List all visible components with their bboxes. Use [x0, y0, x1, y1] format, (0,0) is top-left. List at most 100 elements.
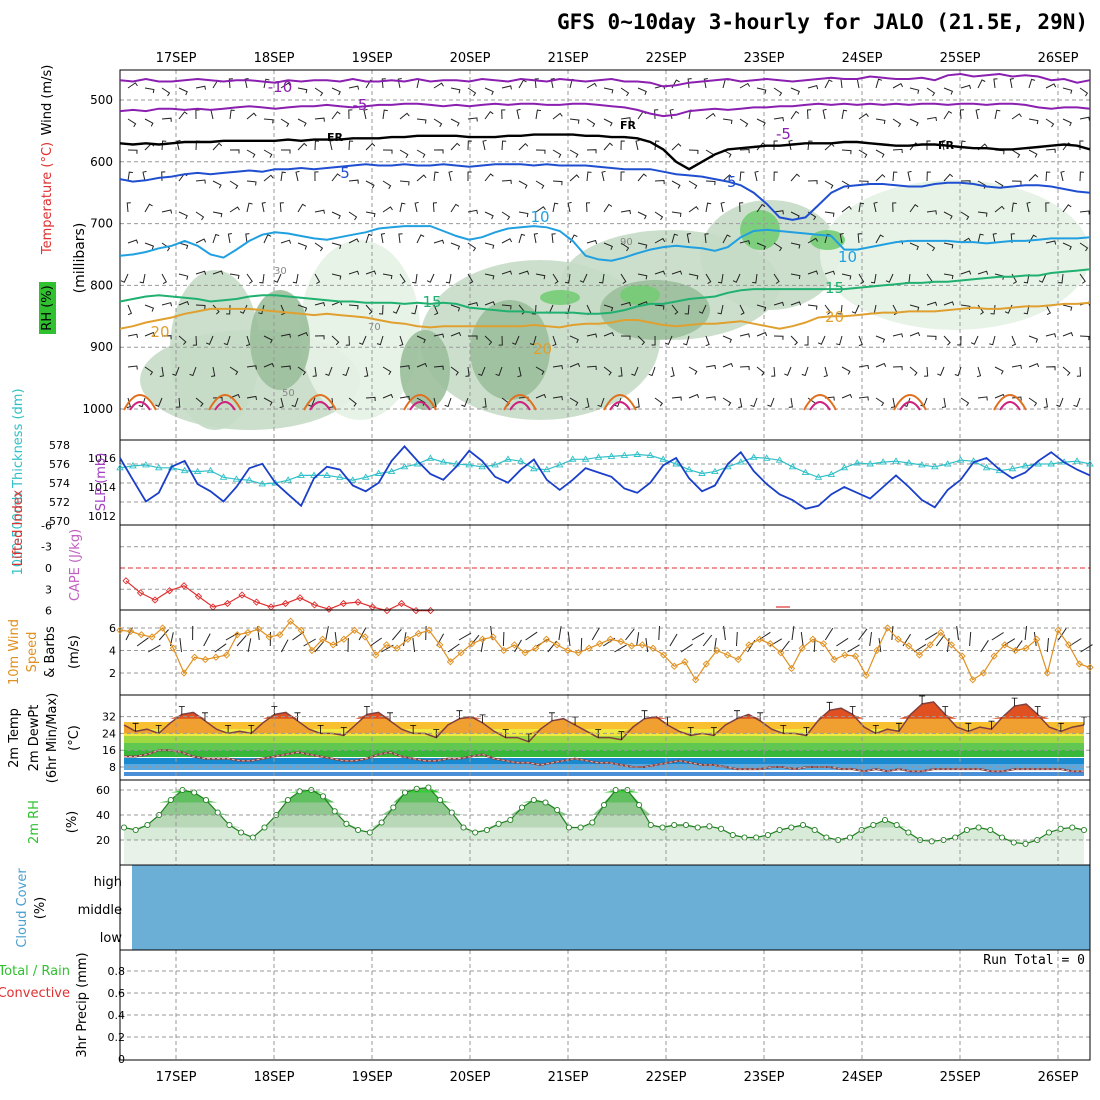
wind-barb — [399, 149, 409, 158]
rh-point — [401, 789, 409, 796]
wind-barb — [552, 112, 563, 120]
wind-barb — [1073, 397, 1081, 408]
wind-speed-point — [1075, 660, 1083, 668]
thickness-line — [119, 453, 1091, 485]
hot-contour-5 — [609, 401, 631, 411]
wind-barb — [773, 210, 784, 215]
10m-wind-barb — [791, 626, 795, 641]
wind-barb — [586, 82, 597, 89]
wind-barb — [824, 180, 834, 189]
wind-barb — [784, 366, 792, 376]
wind-barb — [960, 84, 972, 89]
wind-barb — [314, 87, 324, 97]
isotherm--10 — [119, 72, 1091, 88]
y-label-barbs: & Barbs — [43, 626, 58, 678]
wind-barb — [414, 201, 419, 213]
wind-barb — [722, 397, 732, 407]
rh-point — [355, 826, 362, 834]
wind-barb — [516, 108, 521, 120]
rh-point — [799, 821, 807, 829]
wind-barb — [1011, 202, 1017, 213]
wind-barb — [773, 140, 778, 151]
date-label-bottom: 20SEP — [450, 1070, 491, 1085]
temp-error-bar — [942, 706, 949, 715]
wind-barb — [603, 203, 613, 213]
10m-wind-barb — [736, 631, 738, 647]
y-label-temp-units: (°C) — [67, 725, 82, 751]
wind-barb — [312, 366, 317, 377]
rh-point — [893, 821, 900, 829]
wind-barb — [297, 142, 308, 151]
temp-error-bar — [225, 725, 232, 734]
10m-wind-barb — [358, 627, 367, 641]
wind-barb — [432, 202, 438, 213]
wind-barb — [654, 140, 660, 151]
wind-barb — [585, 202, 591, 213]
wind-barb — [567, 201, 572, 213]
wind-speed-point — [681, 658, 689, 666]
wind-barb — [433, 333, 445, 338]
wind-barb — [331, 111, 341, 120]
wind-barb — [450, 331, 462, 337]
wind-speed-point — [883, 624, 892, 632]
wind-barb — [484, 211, 494, 220]
lifted-index-point — [122, 577, 130, 585]
wind-barb — [858, 202, 865, 213]
wind-barb — [159, 366, 164, 377]
wind-barb — [342, 366, 350, 377]
rh-point — [144, 821, 151, 829]
wind-barb — [120, 273, 129, 283]
wind-barb — [804, 336, 809, 346]
wind-barb — [229, 273, 240, 280]
wind-barb — [569, 149, 579, 158]
rh-point — [881, 816, 889, 824]
wind-barb — [788, 139, 793, 151]
10m-wind-barb — [480, 638, 485, 653]
wind-barb — [565, 273, 571, 284]
wind-barb — [654, 237, 666, 244]
10m-wind-barb — [669, 633, 678, 647]
y-label-wind-speed: Speed — [25, 632, 40, 673]
thickness-point — [956, 456, 965, 463]
date-label-top: 20SEP — [450, 51, 491, 66]
wind-barb — [943, 211, 953, 220]
lifted-index-tick: -6 — [41, 519, 52, 532]
10m-wind-barb — [325, 626, 329, 641]
temp-error-bar — [340, 727, 347, 736]
rh-point — [413, 785, 420, 792]
wind-barb — [433, 365, 444, 370]
wind-barb — [178, 87, 188, 96]
wind-barb — [176, 139, 181, 151]
wind-barb — [603, 366, 612, 376]
wind-barb — [875, 78, 883, 89]
date-label-bottom: 18SEP — [254, 1070, 295, 1085]
10m-wind-barb — [800, 632, 804, 647]
wind-barb — [142, 170, 147, 182]
wind-speed-point — [947, 641, 956, 649]
10m-wind-barb — [824, 627, 834, 641]
rh-tick: 60 — [96, 784, 110, 797]
wind-barb — [550, 78, 555, 89]
wind-barb — [416, 362, 428, 368]
wind-barb — [994, 149, 1005, 155]
wind-barb — [603, 242, 613, 250]
wind-barb — [392, 304, 401, 314]
wind-barb — [620, 140, 625, 151]
rh-point — [659, 824, 666, 831]
wind-barb — [977, 396, 988, 401]
isotherm-label: -10 — [268, 78, 293, 96]
rh-color-key — [39, 282, 56, 334]
wind-barb — [1062, 204, 1072, 213]
warm-contour-8 — [993, 394, 1027, 411]
10m-wind-barb — [991, 632, 1004, 641]
10m-wind-barb — [913, 643, 927, 653]
wind-barb — [259, 273, 265, 284]
wind-barb — [212, 233, 220, 244]
wind-barb — [851, 304, 860, 314]
rh-base-band — [124, 840, 1084, 864]
wind-barb — [144, 203, 153, 213]
hot-contour-6 — [809, 401, 831, 411]
wind-barb — [705, 112, 716, 120]
rh-point — [518, 804, 526, 811]
wind-barb — [450, 118, 460, 127]
